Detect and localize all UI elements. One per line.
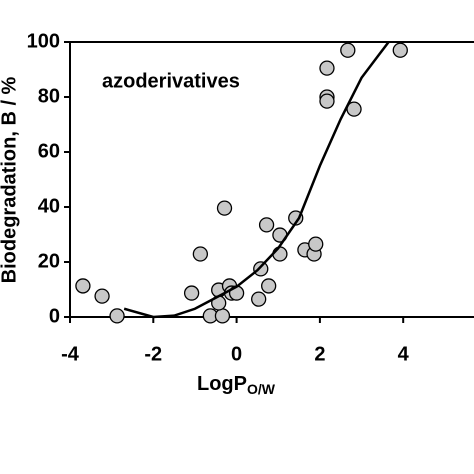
y-tick-label: 60	[38, 140, 60, 162]
data-point	[94, 288, 110, 304]
x-tick-label: -2	[144, 343, 162, 365]
data-point	[340, 42, 356, 58]
data-point	[183, 285, 200, 301]
data-point	[319, 60, 335, 76]
data-point	[75, 278, 91, 294]
y-tick-label: 100	[27, 30, 60, 52]
data-point	[253, 261, 269, 277]
x-axis-label-main: LogP	[197, 373, 247, 395]
data-point	[308, 236, 324, 252]
data-point	[392, 42, 408, 58]
fit-curve	[123, 41, 390, 319]
annotation: azoderivatives	[102, 70, 240, 92]
x-axis-label: LogPO/W	[197, 373, 276, 396]
x-tick-label: -4	[61, 343, 80, 365]
data-point	[251, 291, 267, 307]
y-tick-label: 40	[38, 195, 60, 217]
data-point	[258, 217, 275, 233]
data-point	[272, 246, 288, 262]
y-tick-label: 0	[49, 305, 60, 327]
y-tick-label: 20	[38, 250, 60, 272]
x-tick-label: 0	[231, 343, 242, 365]
data-point	[214, 308, 231, 324]
plot-frame	[69, 41, 474, 318]
data-point	[319, 93, 335, 109]
x-tick-label: 4	[398, 343, 410, 365]
y-tick-label: 80	[38, 85, 60, 107]
data-point	[192, 246, 209, 262]
data-point	[261, 278, 277, 294]
x-axis-label-sub: O/W	[247, 381, 276, 397]
y-axis-label: Biodegradation, B / %	[0, 76, 20, 283]
x-tick-label: 2	[314, 343, 325, 365]
data-point	[216, 200, 233, 216]
data-point	[109, 308, 125, 324]
